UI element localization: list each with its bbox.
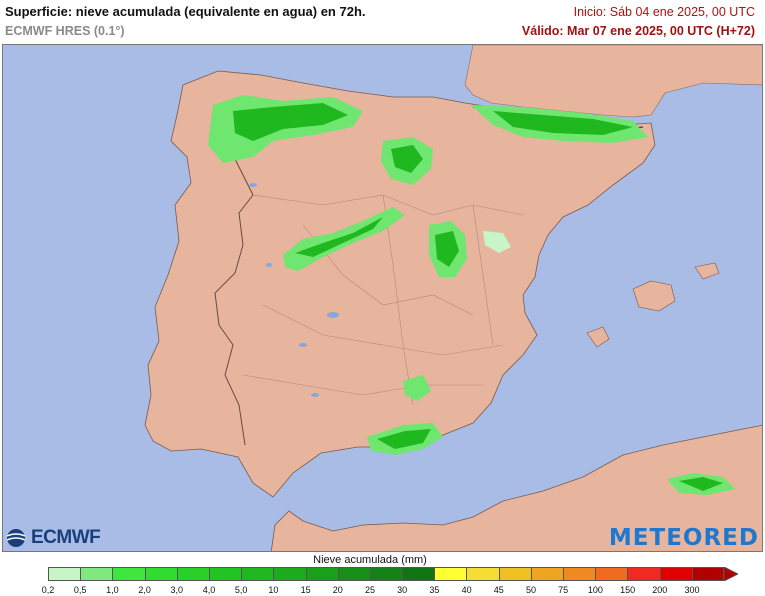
legend-swatch [434,567,467,581]
legend-tick-label: 20 [332,585,343,595]
legend-swatch [369,567,403,581]
legend-tick-label: 100 [587,585,603,595]
legend-tick-label: 5,0 [234,585,248,595]
water-bodies [249,183,339,397]
header: Superficie: nieve acumulada (equivalente… [0,0,765,44]
ibiza [586,326,610,348]
legend-swatch [337,567,370,581]
map-panel[interactable] [2,44,763,552]
legend-swatch [659,567,692,581]
legend-swatch [241,567,274,581]
legend-swatch [176,567,209,581]
legend-swatch [208,567,242,581]
legend-tick-label: 4,0 [202,585,216,595]
ecmwf-logo-text: ECMWF [31,527,101,548]
legend-swatch [595,567,628,581]
legend-arrow-icon [723,567,738,581]
legend-swatch [144,567,177,581]
legend-tick-label: 45 [493,585,504,595]
legend-tick-label: 50 [525,585,537,595]
legend-tick-label: 75 [558,585,569,595]
meteored-logo: METEORED [608,525,759,551]
legend-tick-label: 200 [652,585,668,595]
legend-swatch [402,567,435,581]
legend-title: Nieve acumulada (mm) [313,554,427,566]
legend-swatch [466,567,499,581]
legend-swatch [691,567,724,581]
legend-tick-label: 25 [364,585,376,595]
legend-tick-label: 0,5 [73,585,87,595]
legend-tick-label: 3,0 [170,585,184,595]
portugal-border [214,154,254,446]
north-africa [270,424,762,551]
model-label: ECMWF HRES (0.1°) [5,24,125,38]
legend-swatch [530,567,563,581]
legend-swatch [112,567,145,581]
legend-swatch [273,567,306,581]
legend-tick-label: 300 [684,585,700,595]
init-time: Inicio: Sáb 04 ene 2025, 00 UTC [573,5,755,19]
ecmwf-logo: ECMWF [4,527,101,549]
menorca [694,262,720,280]
legend-tick-label: 30 [397,585,408,595]
legend-swatch [563,567,596,581]
snow-cover [208,95,735,495]
legend-swatch [498,567,531,581]
legend-tick-label: 0,2 [41,585,55,595]
legend-tick-label: 35 [429,585,440,595]
iberia-map [3,45,762,551]
legend-tick-label: 2,0 [138,585,151,595]
map-title: Superficie: nieve acumulada (equivalente… [5,4,366,19]
legend-tick-label: 15 [300,585,311,595]
legend-tick-label: 40 [461,585,472,595]
legend-tick-label: 10 [268,585,279,595]
legend-swatch [627,567,660,581]
ecmwf-icon [6,529,26,547]
legend-swatch [48,567,81,581]
legend-tick-label: 1,0 [106,585,119,595]
legend-swatch [305,567,338,581]
mallorca [632,280,676,312]
region-borders [242,194,524,406]
legend-colorbar [48,567,738,581]
legend-tick-label: 150 [620,585,636,595]
valid-time: Válido: Mar 07 ene 2025, 00 UTC (H+72) [521,24,755,38]
legend-swatch [80,567,113,581]
france [464,45,762,118]
